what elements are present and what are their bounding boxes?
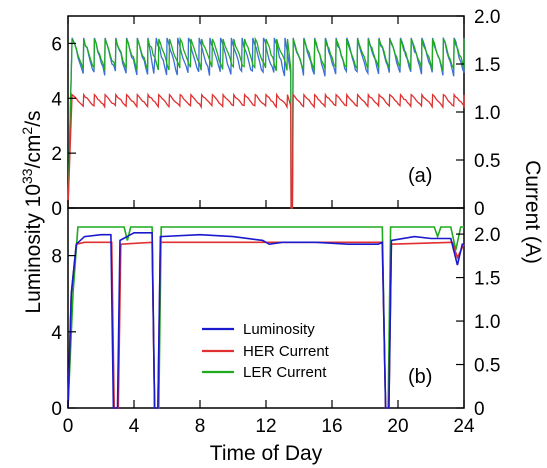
left-y-axis-title-unit-exp: 2 (19, 127, 35, 135)
y-tick-label-right-1.5: 1.5 (474, 55, 500, 76)
y-tick-label-left-4: 4 (51, 323, 62, 344)
left-y-axis-title-unit: /cm (22, 135, 45, 169)
y-tick-label-right-0.5: 0.5 (474, 356, 500, 377)
y-tick-label-left-0: 0 (51, 199, 62, 220)
y-tick-label-left-0: 0 (51, 399, 62, 420)
y-tick-label-right-0: 0 (474, 399, 485, 420)
x-tick-label-8: 8 (195, 416, 206, 437)
series-a-her-current (67, 92, 465, 209)
series-b-ler-current (67, 226, 464, 409)
panel-a-series (67, 36, 465, 209)
panel-b-series (67, 226, 465, 409)
x-tick-label-16: 16 (321, 416, 342, 437)
series-b-luminosity (67, 232, 464, 409)
y-tick-label-right-1.0: 1.0 (474, 103, 500, 124)
y-tick-label-left-2: 2 (51, 144, 62, 165)
x-axis-title: Time of Day (210, 442, 323, 465)
left-y-axis-title-exp: 33 (19, 168, 35, 184)
series-a-luminosity (67, 37, 465, 209)
y-tick-label-left-8: 8 (51, 247, 62, 268)
x-tick-label-4: 4 (129, 416, 140, 437)
left-y-axis-title-tail: /s (22, 110, 45, 126)
x-tick-label-24: 24 (453, 416, 475, 437)
right-y-axis-title: Current (A) (521, 160, 544, 264)
y-tick-label-left-6: 6 (51, 34, 62, 55)
y-tick-label-right-2.0: 2.0 (474, 225, 500, 246)
x-tick-label-20: 20 (387, 416, 408, 437)
legend-label-ler-current: LER Current (243, 364, 327, 381)
y-tick-label-right-1.0: 1.0 (474, 312, 500, 333)
y-tick-label-right-0: 0 (474, 199, 485, 220)
y-tick-label-right-1.5: 1.5 (474, 269, 500, 290)
y-tick-label-right-2.0: 2.0 (474, 7, 500, 28)
panel-a-label: (a) (408, 165, 432, 187)
legend-label-her-current: HER Current (243, 343, 330, 360)
left-y-axis-title: Luminosity 1033/cm2/s (19, 110, 45, 313)
y-tick-label-left-4: 4 (51, 89, 62, 110)
series-a-ler-current (67, 36, 465, 209)
left-y-axis-title-main: Luminosity 10 (22, 184, 45, 314)
x-tick-label-0: 0 (63, 416, 74, 437)
x-tick-label-12: 12 (255, 416, 276, 437)
panel-b-label: (b) (408, 366, 432, 388)
legend-label-luminosity: Luminosity (243, 321, 315, 338)
legend: Luminosity HER Current LER Current (202, 321, 330, 381)
y-tick-label-right-0.5: 0.5 (474, 151, 500, 172)
